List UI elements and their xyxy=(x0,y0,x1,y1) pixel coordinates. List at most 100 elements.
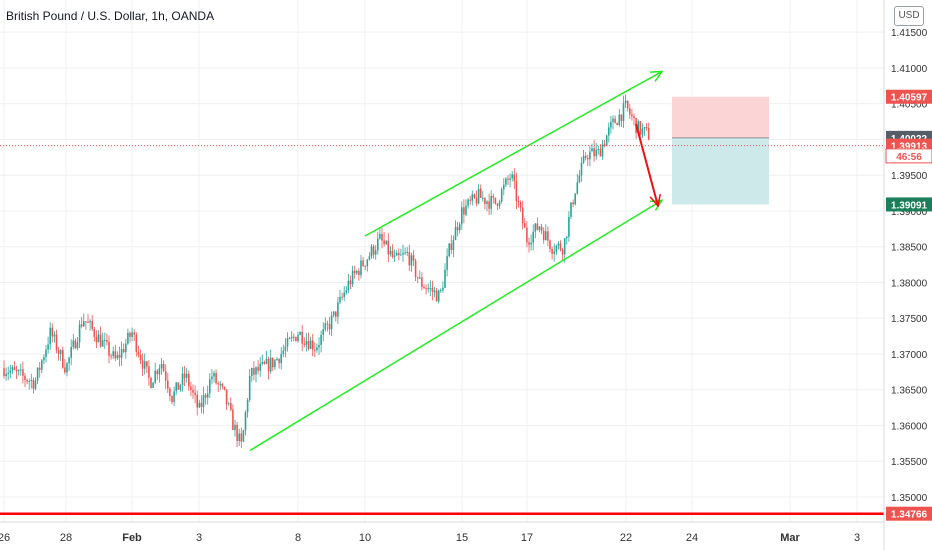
chart-title: British Pound / U.S. Dollar, 1h, OANDA xyxy=(6,9,215,23)
candle-body xyxy=(141,360,144,369)
y-tick-label: 1.37000 xyxy=(891,350,928,361)
candle-body xyxy=(135,334,138,352)
candle-body xyxy=(297,334,299,342)
candle-body xyxy=(526,227,528,243)
candle-body xyxy=(419,277,421,279)
candle-body xyxy=(595,150,597,157)
currency-button[interactable]: USD xyxy=(894,6,924,26)
candle-body xyxy=(614,118,616,124)
candle-body xyxy=(356,270,358,274)
candle-body xyxy=(545,231,547,241)
candle-body xyxy=(377,238,379,251)
candle-body xyxy=(521,207,524,224)
candle-body xyxy=(391,250,394,257)
candle-body xyxy=(143,361,146,369)
candle-body xyxy=(204,395,207,398)
x-tick-label: 22 xyxy=(620,532,632,544)
x-tick-label: Feb xyxy=(122,532,142,544)
candle-body xyxy=(225,389,228,404)
candle-body xyxy=(576,182,579,194)
candle-body xyxy=(137,351,140,355)
candle-body xyxy=(257,367,259,371)
candle-body xyxy=(307,340,310,349)
candle-body xyxy=(509,178,511,180)
candle-body xyxy=(503,184,505,190)
candle-body xyxy=(383,240,385,245)
candle-body xyxy=(269,357,272,372)
candle-body xyxy=(626,100,629,109)
candle-body xyxy=(215,372,217,384)
y-tick-label: 1.41000 xyxy=(891,64,928,75)
candle-body xyxy=(400,254,402,256)
candle-body xyxy=(230,403,232,410)
x-tick-label: 10 xyxy=(359,532,371,544)
y-tick-label: 1.40500 xyxy=(891,100,928,111)
candle-body xyxy=(589,151,591,160)
candle-body xyxy=(156,370,159,375)
channel-upper-line xyxy=(364,70,663,237)
candle-body xyxy=(469,199,471,201)
x-tick-label: 17 xyxy=(521,532,533,544)
candle-body xyxy=(30,379,33,382)
candle-body xyxy=(339,296,341,303)
candle-body xyxy=(458,224,461,231)
price-label-box xyxy=(886,89,932,104)
price-label-box xyxy=(885,148,932,164)
candle-body xyxy=(335,311,337,317)
candle-body xyxy=(593,148,595,157)
x-tick-label: 24 xyxy=(686,532,698,544)
candle-body xyxy=(601,144,604,157)
candle-body xyxy=(374,250,377,255)
candle-body xyxy=(572,202,574,205)
candle-body xyxy=(311,340,314,350)
candle-body xyxy=(20,369,22,371)
y-tick-label: 1.35500 xyxy=(891,457,928,468)
candle-body xyxy=(578,175,581,183)
y-tick-label: 1.41500 xyxy=(891,28,928,39)
candle-body xyxy=(91,320,93,329)
candle-body xyxy=(637,121,639,133)
candle-body xyxy=(316,347,318,351)
candle-body xyxy=(616,123,618,126)
candle-body xyxy=(645,127,648,129)
candle-body xyxy=(530,242,532,245)
candle-body xyxy=(488,201,490,209)
candle-body xyxy=(272,357,274,368)
candle-body xyxy=(435,290,438,302)
candle-body xyxy=(370,246,373,257)
y-tick-label: 1.35000 xyxy=(891,493,928,504)
candle-body xyxy=(519,202,522,208)
candle-body xyxy=(232,409,234,431)
candle-body xyxy=(74,340,77,349)
candle-body xyxy=(13,367,16,370)
candle-body xyxy=(24,375,26,380)
candle-body xyxy=(505,178,507,185)
candle-body xyxy=(461,207,463,225)
candle-body xyxy=(139,354,142,361)
candle-body xyxy=(169,388,171,396)
candle-body xyxy=(3,368,5,377)
candle-body xyxy=(238,433,240,442)
candle-body xyxy=(450,243,453,251)
candle-body xyxy=(368,256,371,260)
candle-body xyxy=(108,341,110,356)
candle-body xyxy=(152,382,154,388)
candle-body xyxy=(427,288,429,290)
candle-body xyxy=(288,338,291,340)
candle-body xyxy=(633,116,635,118)
candle-body xyxy=(591,148,593,152)
candle-body xyxy=(85,321,87,323)
candle-body xyxy=(603,144,606,146)
candle-body xyxy=(177,382,180,390)
candle-body xyxy=(341,296,343,298)
candle-body xyxy=(612,118,614,122)
candle-body xyxy=(309,340,312,349)
candle-body xyxy=(463,207,465,215)
candle-body xyxy=(328,324,331,330)
candle-body xyxy=(513,174,516,182)
candle-body xyxy=(59,350,62,354)
candle-body xyxy=(393,255,396,257)
candle-body xyxy=(570,202,572,217)
